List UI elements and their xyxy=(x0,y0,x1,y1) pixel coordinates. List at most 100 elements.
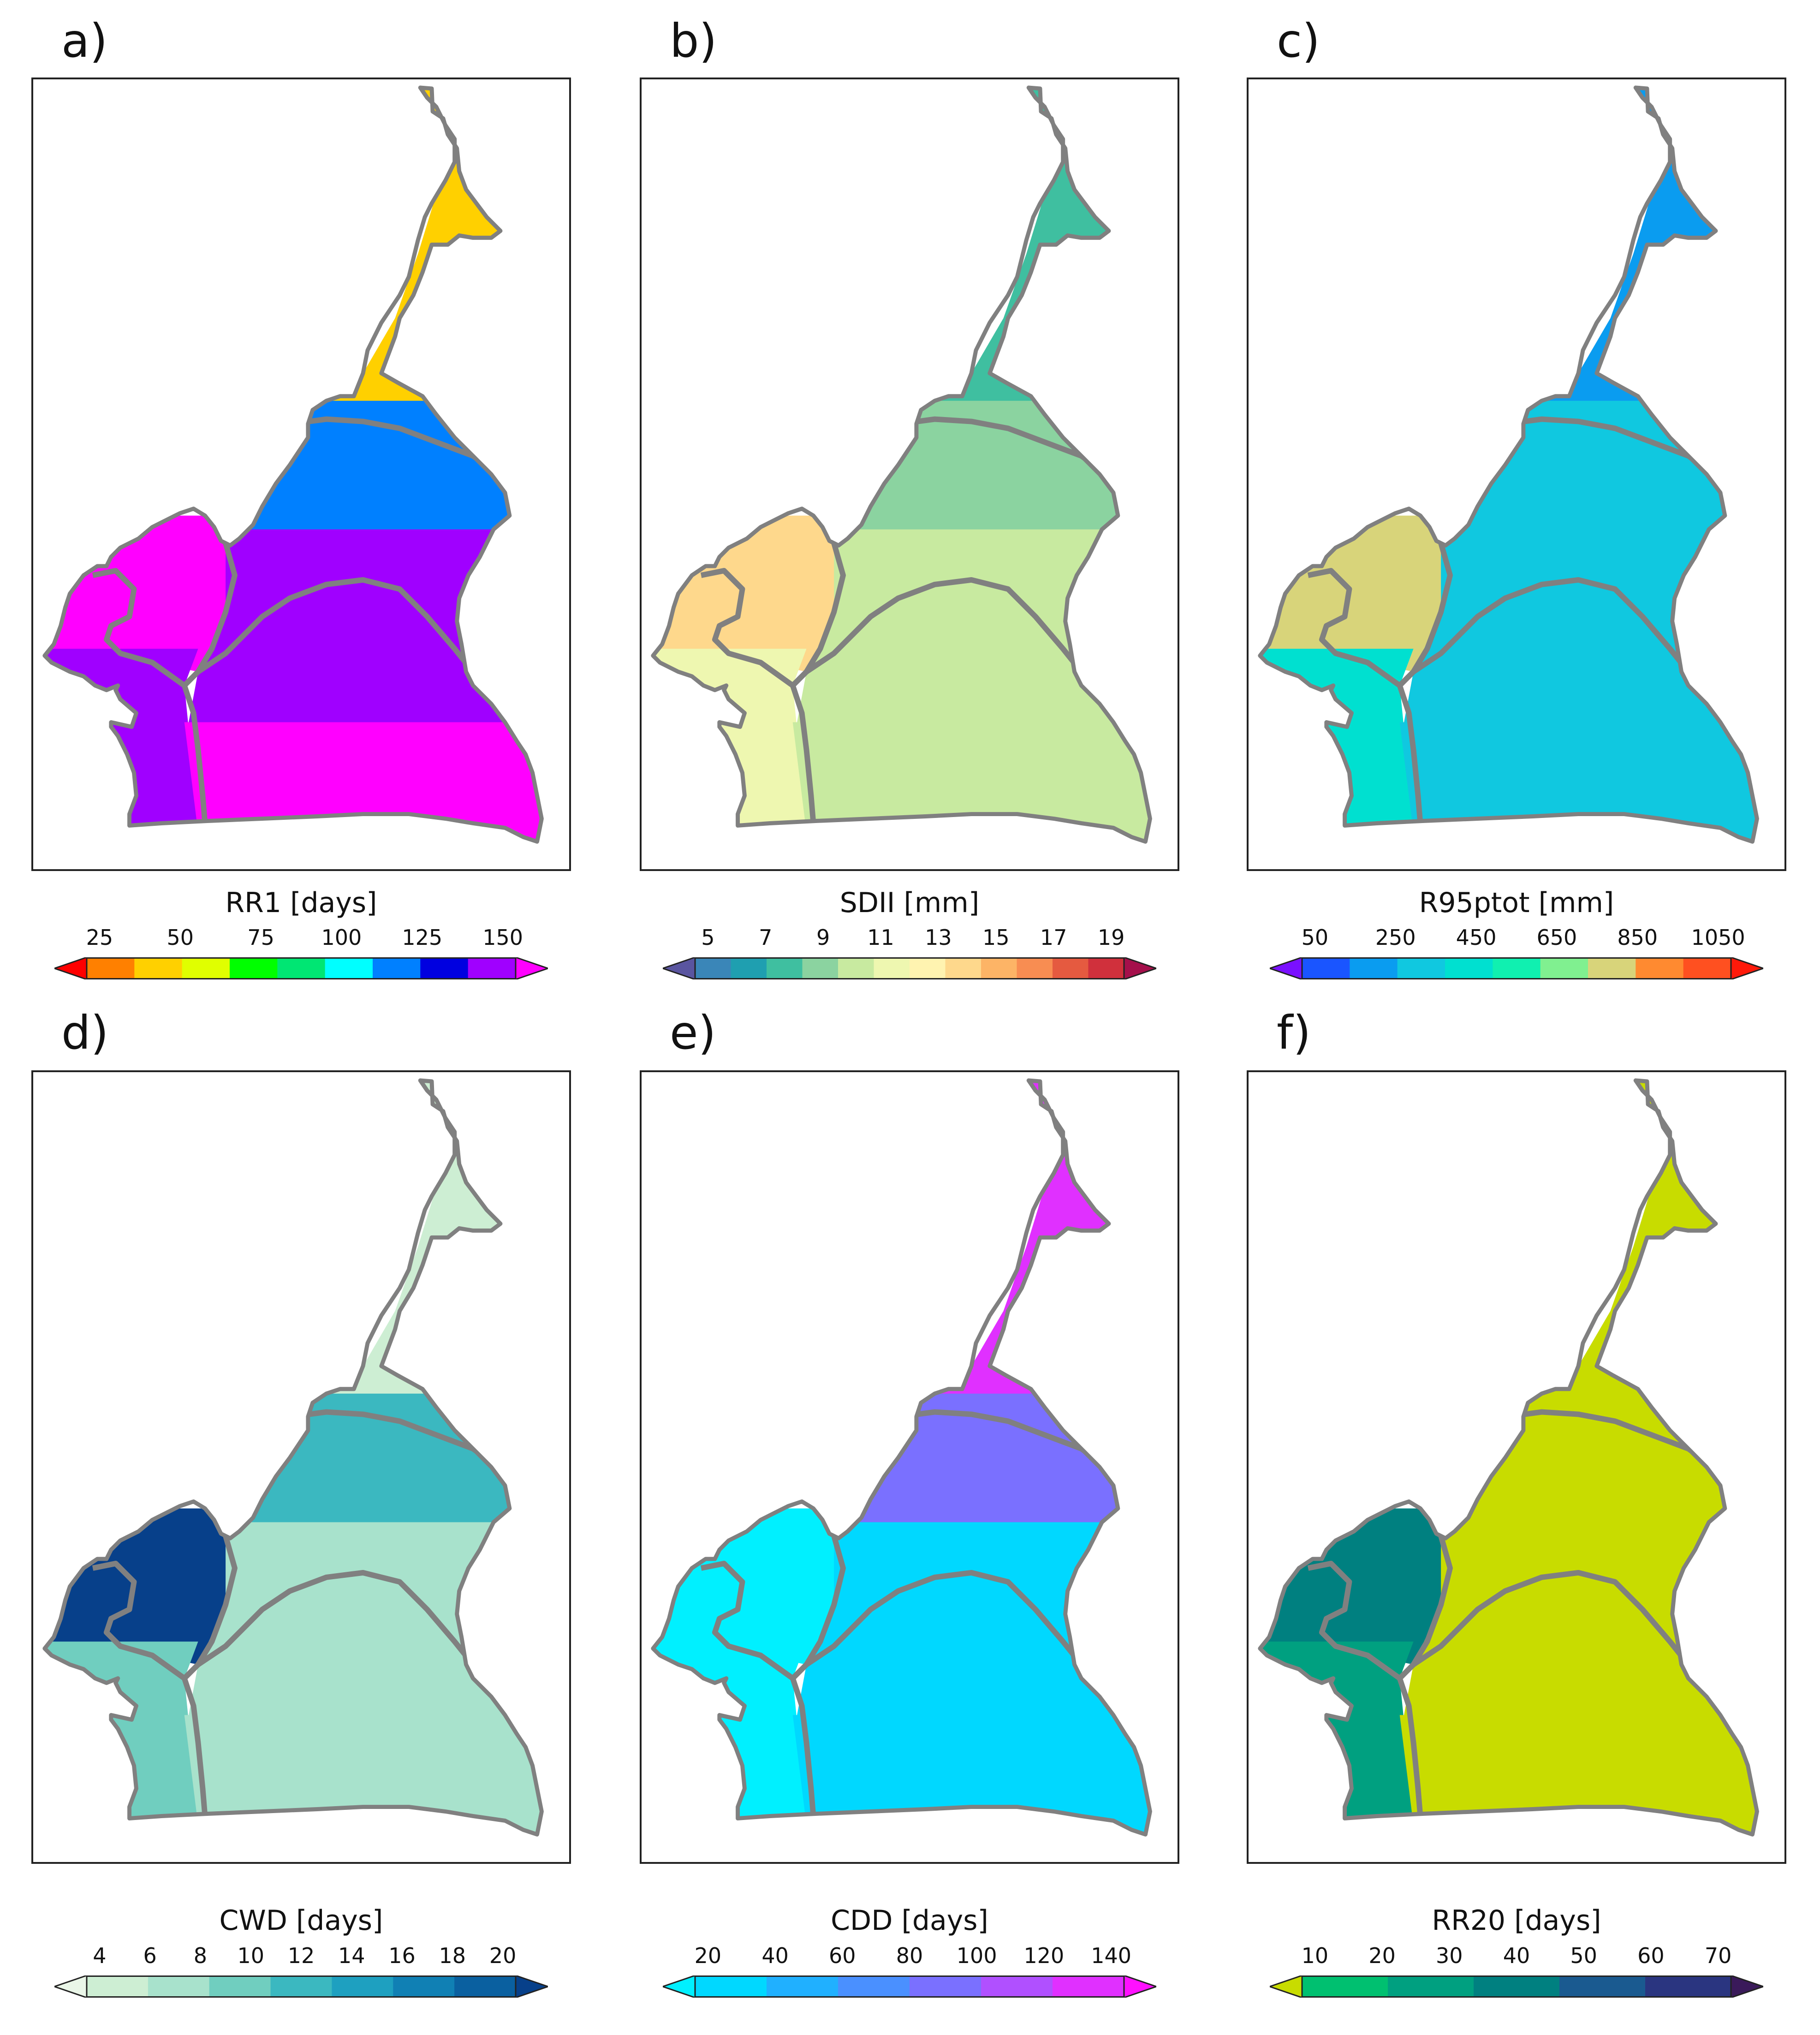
panel-e-colorbar-tick: 100 xyxy=(956,1943,997,1968)
panel-d-colorbar xyxy=(54,1975,548,1998)
panel-a-colorbar-max-arrow xyxy=(515,957,548,979)
panel-b-colorbar-segment xyxy=(838,957,874,979)
panel-a-zone-mid xyxy=(226,400,542,539)
panel-d-zone-southeast xyxy=(184,1715,542,1835)
panel-a-colorbar-segment xyxy=(87,957,135,979)
panel-a-colorbar-segment xyxy=(182,957,230,979)
panel-e-colorbar-segment xyxy=(981,1975,1053,1998)
panel-e-colorbar-tick: 120 xyxy=(1023,1943,1065,1968)
panel-b-colorbar-segment xyxy=(1053,957,1088,979)
panel-e-colorbar-segment xyxy=(838,1975,910,1998)
panel-d-colorbar-segment xyxy=(332,1975,393,1998)
panel-b-colorbar-tick: 5 xyxy=(701,925,715,950)
panel-f-colorbar-segment xyxy=(1302,1975,1388,1998)
panel-d-colorbar-segment xyxy=(270,1975,332,1998)
panel-f-colorbar-tick: 20 xyxy=(1368,1943,1396,1968)
panel-f-colorbar-segment xyxy=(1388,1975,1474,1998)
panel-d-label: d) xyxy=(61,1006,109,1060)
panel-b-colorbar-tick: 15 xyxy=(982,925,1010,950)
panel-a-colorbar-tick: 100 xyxy=(321,925,362,950)
panel-f-region-boundary xyxy=(1412,1570,1691,1667)
panel-c-colorbar-segment xyxy=(1350,957,1398,979)
panel-c-zone-mid xyxy=(1441,400,1757,539)
panel-a-label: a) xyxy=(61,14,108,68)
panel-d-colorbar-min-arrow xyxy=(54,1975,88,1998)
panel-c-colorbar-min-arrow xyxy=(1270,957,1303,979)
panel-b-colorbar-tick: 13 xyxy=(925,925,952,950)
panel-b-colorbar-tick: 11 xyxy=(867,925,894,950)
panel-e-colorbar-segment xyxy=(910,1975,981,1998)
panel-a-colorbar-frame xyxy=(86,957,517,979)
panel-c-colorbar-segment xyxy=(1445,957,1493,979)
panel-a-colorbar-segment xyxy=(277,957,326,979)
panel-a-colorbar-tick: 25 xyxy=(86,925,113,950)
panel-b-zone-mid xyxy=(834,400,1150,539)
panel-c-colorbar-tick: 650 xyxy=(1536,925,1577,950)
panel-f-colorbar-segment xyxy=(1645,1975,1731,1998)
panel-a-colorbar-segment xyxy=(325,957,373,979)
panel-b-zone-southeast xyxy=(792,722,1150,842)
panel-d-colorbar-segment xyxy=(148,1975,210,1998)
panel-a-colorbar-title: RR1 [days] xyxy=(225,887,377,919)
panel-b-region-boundary xyxy=(700,568,795,688)
panel-b-colorbar-min-arrow xyxy=(663,957,696,979)
panel-a-colorbar-tick: 150 xyxy=(482,925,523,950)
panel-b-colorbar-segment xyxy=(910,957,946,979)
panel-c-map xyxy=(1247,78,1786,871)
panel-b-colorbar-title: SDII [mm] xyxy=(839,887,980,919)
panel-b-label: b) xyxy=(670,14,717,68)
panel-c-colorbar-title: R95ptot [mm] xyxy=(1419,887,1614,919)
panel-b-country-outline xyxy=(651,85,1152,844)
panel-b-region-boundary xyxy=(790,684,816,824)
panel-c-colorbar-segment xyxy=(1636,957,1684,979)
panel-f-colorbar-segment xyxy=(1559,1975,1646,1998)
panel-f-colorbar-segment xyxy=(1474,1975,1560,1998)
panel-d-colorbar-tick: 12 xyxy=(287,1943,315,1968)
panel-d-colorbar-frame xyxy=(86,1975,517,1998)
panel-f-colorbar-max-arrow xyxy=(1730,1975,1763,1998)
panel-c-region-boundary xyxy=(1412,577,1691,674)
panel-b-region-boundary xyxy=(805,577,1084,674)
panel-e-colorbar-tick: 40 xyxy=(761,1943,789,1968)
panel-f-map xyxy=(1247,1070,1786,1864)
panel-b-colorbar-tick: 7 xyxy=(759,925,773,950)
panel-c-colorbar-tick: 1050 xyxy=(1691,925,1745,950)
panel-f-colorbar-min-arrow xyxy=(1270,1975,1303,1998)
panel-b-colorbar xyxy=(663,957,1156,979)
panel-c-colorbar-segment xyxy=(1302,957,1350,979)
panel-f-zone-west xyxy=(1260,1508,1441,1665)
panel-b-colorbar-segment xyxy=(874,957,910,979)
panel-f-zone-southeast xyxy=(1399,1715,1757,1835)
panel-a-map xyxy=(31,78,571,871)
panel-e-colorbar-title: CDD [days] xyxy=(831,1904,988,1937)
panel-a-colorbar-segment xyxy=(134,957,183,979)
panel-a-colorbar xyxy=(54,957,548,979)
panel-a-zone-southeast xyxy=(184,722,542,842)
panel-f-colorbar-tick: 30 xyxy=(1436,1943,1463,1968)
panel-d-colorbar-tick: 10 xyxy=(237,1943,264,1968)
panel-a-colorbar-segment xyxy=(230,957,278,979)
panel-e-colorbar-segment xyxy=(695,1975,767,1998)
panel-a-region-boundary xyxy=(182,684,208,824)
panel-f-label: f) xyxy=(1277,1006,1311,1060)
panel-f-colorbar-tick: 50 xyxy=(1570,1943,1597,1968)
panel-a-colorbar-segment xyxy=(420,957,469,979)
panel-d-colorbar-tick: 6 xyxy=(143,1943,157,1968)
panel-b-colorbar-tick: 9 xyxy=(816,925,830,950)
panel-f-colorbar-title: RR20 [days] xyxy=(1432,1904,1601,1937)
panel-e-colorbar-segment xyxy=(1053,1975,1124,1998)
panel-c-colorbar-max-arrow xyxy=(1730,957,1763,979)
panel-d-region-boundary xyxy=(92,1561,186,1681)
panel-e-colorbar-tick: 20 xyxy=(694,1943,722,1968)
panel-d-colorbar-tick: 16 xyxy=(388,1943,416,1968)
panel-b-map-svg xyxy=(651,85,1152,844)
panel-c-label: c) xyxy=(1277,14,1320,68)
panel-e-colorbar-tick: 60 xyxy=(829,1943,856,1968)
panel-a-region-boundary xyxy=(92,568,186,688)
panel-e-colorbar-max-arrow xyxy=(1123,1975,1156,1998)
panel-d-colorbar-tick: 14 xyxy=(338,1943,365,1968)
panel-d-region-boundary xyxy=(182,1535,238,1681)
panel-b-colorbar-segment xyxy=(802,957,839,979)
panel-c-colorbar-ticks: 50 250 450 650 850 1050 xyxy=(1302,925,1745,953)
panel-d-region-boundary xyxy=(182,1677,208,1816)
